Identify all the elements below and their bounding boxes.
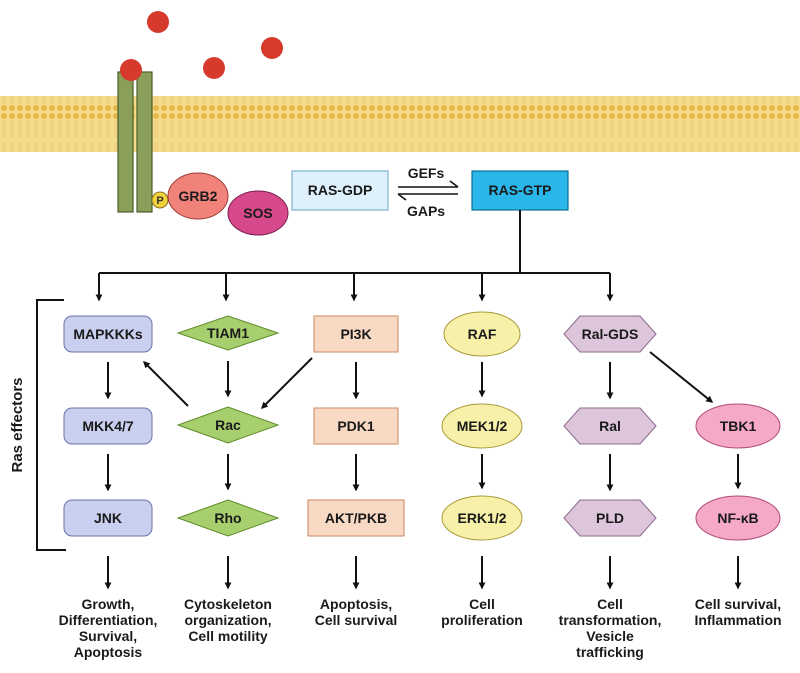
pdk1-node: PDK1 bbox=[313, 407, 399, 445]
jnk-label: JNK bbox=[94, 510, 122, 526]
ral-gds-node: Ral-GDS bbox=[563, 315, 657, 353]
mkk47-node: MKK4/7 bbox=[63, 407, 153, 445]
mek12-label: MEK1/2 bbox=[457, 418, 508, 434]
ras-gdp-box: RAS-GDP bbox=[291, 170, 389, 211]
outcome-pld: Cell transformation, Vesicle trafficking bbox=[559, 596, 662, 660]
rho-node: Rho bbox=[176, 499, 280, 537]
rac-label: Rac bbox=[215, 417, 241, 433]
svg-text:Cytoskeleton: Cytoskeleton bbox=[184, 596, 272, 612]
gaps-label: GAPs bbox=[407, 203, 445, 219]
mek12-node: MEK1/2 bbox=[441, 403, 523, 449]
phosphate-label: P bbox=[156, 195, 163, 207]
raf-node: RAF bbox=[443, 311, 521, 357]
svg-text:Inflammation: Inflammation bbox=[694, 612, 781, 628]
pi3k-label: PI3K bbox=[340, 326, 371, 342]
ras-effectors-label: Ras effectors bbox=[9, 377, 26, 472]
outcome-erk: Cell proliferation bbox=[441, 596, 523, 628]
svg-text:transformation,: transformation, bbox=[559, 612, 662, 628]
outcome-rho: Cytoskeleton organization, Cell motility bbox=[184, 596, 272, 644]
tbk1-label: TBK1 bbox=[720, 418, 757, 434]
jnk-node: JNK bbox=[63, 499, 153, 537]
svg-text:Survival,: Survival, bbox=[79, 628, 137, 644]
erk12-label: ERK1/2 bbox=[457, 510, 506, 526]
rac-node: Rac bbox=[176, 406, 280, 444]
sos-label: SOS bbox=[243, 205, 273, 221]
akt-pkb-label: AKT/PKB bbox=[325, 510, 387, 526]
grb2: GRB2 bbox=[167, 172, 229, 220]
ligand bbox=[203, 57, 225, 79]
outcome-nfkb: Cell survival, Inflammation bbox=[694, 596, 781, 628]
receptor bbox=[117, 59, 153, 213]
svg-text:organization,: organization, bbox=[184, 612, 271, 628]
mapkkks-label: MAPKKKs bbox=[73, 326, 142, 342]
ras-gtp-label: RAS-GTP bbox=[489, 182, 552, 198]
outcome-akt: Apoptosis, Cell survival bbox=[315, 596, 398, 628]
erk12-node: ERK1/2 bbox=[441, 495, 523, 541]
ral-gds-label: Ral-GDS bbox=[582, 326, 639, 342]
ligand bbox=[147, 11, 169, 33]
grb2-label: GRB2 bbox=[179, 188, 218, 204]
gefs-label: GEFs bbox=[408, 165, 445, 181]
svg-text:Apoptosis,: Apoptosis, bbox=[320, 596, 392, 612]
svg-text:Cell motility: Cell motility bbox=[188, 628, 268, 644]
pathway-arrows bbox=[104, 351, 742, 590]
sos: SOS bbox=[227, 190, 289, 236]
svg-text:Growth,: Growth, bbox=[82, 596, 135, 612]
svg-text:Cell survival: Cell survival bbox=[315, 612, 398, 628]
svg-text:Apoptosis: Apoptosis bbox=[74, 644, 143, 660]
ral-node: Ral bbox=[563, 407, 657, 445]
rho-label: Rho bbox=[214, 510, 241, 526]
phosphate: P bbox=[151, 191, 169, 209]
ral-label: Ral bbox=[599, 418, 621, 434]
outcome-jnk: Growth, Differentiation, Survival, Apopt… bbox=[59, 596, 158, 660]
pi3k-node: PI3K bbox=[313, 315, 399, 353]
mapkkks-node: MAPKKKs bbox=[63, 315, 153, 353]
mkk47-label: MKK4/7 bbox=[82, 418, 134, 434]
receptor-ligand bbox=[120, 59, 142, 81]
raf-label: RAF bbox=[468, 326, 497, 342]
svg-text:Cell: Cell bbox=[597, 596, 623, 612]
svg-text:Cell: Cell bbox=[469, 596, 495, 612]
nfkb-node: NF-κB bbox=[695, 495, 781, 541]
tbk1-node: TBK1 bbox=[695, 403, 781, 449]
ras-gtp-box: RAS-GTP bbox=[471, 170, 569, 211]
pld-label: PLD bbox=[596, 510, 624, 526]
ras-effector-distribution bbox=[95, 210, 614, 302]
svg-text:proliferation: proliferation bbox=[441, 612, 523, 628]
ras-effectors-bracket: Ras effectors bbox=[9, 299, 66, 551]
pdk1-label: PDK1 bbox=[337, 418, 375, 434]
svg-text:Differentiation,: Differentiation, bbox=[59, 612, 158, 628]
svg-text:Vesicle: Vesicle bbox=[586, 628, 634, 644]
pld-node: PLD bbox=[563, 499, 657, 537]
svg-text:trafficking: trafficking bbox=[576, 644, 644, 660]
ligand-molecules bbox=[147, 11, 283, 79]
akt-pkb-node: AKT/PKB bbox=[307, 499, 405, 537]
ras-gdp-label: RAS-GDP bbox=[308, 182, 373, 198]
svg-text:Cell survival,: Cell survival, bbox=[695, 596, 781, 612]
gef-gap-exchange: GEFs GAPs bbox=[397, 165, 459, 219]
ligand bbox=[261, 37, 283, 59]
tiam1-node: TIAM1 bbox=[176, 315, 280, 351]
nfkb-label: NF-κB bbox=[717, 510, 758, 526]
tiam1-label: TIAM1 bbox=[207, 325, 249, 341]
